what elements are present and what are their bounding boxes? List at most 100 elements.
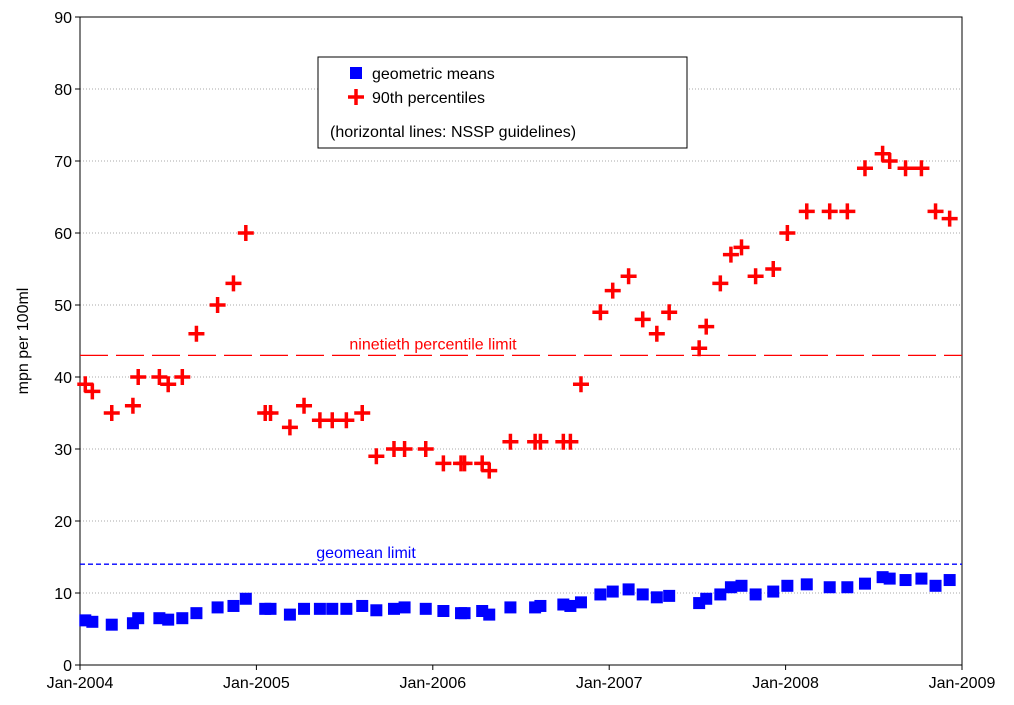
marker-shape: [502, 433, 519, 450]
marker: [634, 311, 651, 328]
marker: [606, 585, 619, 598]
marker: [700, 592, 713, 605]
x-tick-label: Jan-2004: [47, 675, 114, 692]
x-tick-label: Jan-2006: [399, 675, 466, 692]
marker: [841, 581, 854, 594]
marker: [313, 602, 326, 615]
marker: [927, 203, 944, 220]
marker-shape: [262, 405, 279, 421]
marker: [103, 405, 120, 421]
marker-shape: [237, 225, 254, 241]
marker: [622, 583, 635, 596]
x-tick-label: Jan-2005: [223, 675, 290, 692]
marker: [648, 325, 665, 342]
marker-shape: [779, 225, 796, 241]
marker: [338, 412, 355, 429]
marker-shape: [324, 412, 341, 429]
marker: [572, 376, 589, 393]
marker: [502, 433, 519, 450]
x-tick-label: Jan-2008: [752, 675, 819, 692]
marker-shape: [281, 419, 298, 436]
marker: [354, 405, 371, 421]
marker: [190, 607, 203, 620]
marker: [105, 618, 118, 631]
marker: [821, 203, 838, 220]
marker: [209, 297, 226, 313]
marker: [650, 591, 663, 604]
marker-shape: [103, 405, 120, 421]
marker: [897, 160, 914, 177]
marker-shape: [839, 203, 856, 220]
marker-shape: [151, 369, 168, 385]
marker: [124, 397, 141, 414]
marker: [823, 581, 836, 594]
marker: [767, 585, 780, 598]
marker: [943, 574, 956, 587]
marker-shape: [765, 261, 782, 277]
marker-shape: [130, 369, 147, 385]
y-tick-label: 30: [54, 442, 72, 459]
y-tick-label: 90: [54, 10, 72, 27]
marker-shape: [798, 203, 815, 220]
legend: geometric means 90th percentiles (horizont…: [317, 56, 688, 149]
reference-label: ninetieth percentile limit: [349, 336, 517, 353]
marker: [162, 613, 175, 626]
marker: [239, 592, 252, 605]
marker: [435, 455, 452, 472]
marker-shape: [620, 268, 637, 285]
marker-shape: [124, 397, 141, 414]
marker: [714, 588, 727, 601]
marker-shape: [209, 297, 226, 313]
marker: [396, 441, 413, 457]
marker: [151, 369, 168, 385]
marker-shape: [913, 160, 930, 177]
marker-shape: [174, 369, 191, 385]
marker: [839, 203, 856, 220]
marker: [779, 225, 796, 241]
marker: [368, 448, 385, 465]
legend-marker: [350, 67, 362, 79]
marker-shape: [698, 318, 715, 335]
y-axis-label: mpn per 100ml: [15, 288, 32, 395]
marker-shape: [661, 304, 678, 321]
y-tick-label: 50: [54, 298, 72, 315]
marker: [604, 282, 621, 299]
marker: [913, 160, 930, 177]
marker: [298, 602, 311, 615]
marker: [370, 604, 383, 617]
marker-shape: [634, 311, 651, 328]
marker: [564, 599, 577, 612]
marker: [481, 462, 498, 479]
marker: [747, 268, 764, 285]
marker: [160, 376, 177, 393]
marker-shape: [722, 246, 739, 263]
marker: [798, 203, 815, 220]
marker: [283, 608, 296, 621]
marker: [532, 433, 549, 450]
marker: [929, 579, 942, 592]
x-tick-label: Jan-2009: [929, 675, 996, 692]
marker-shape: [691, 340, 708, 357]
marker: [800, 578, 813, 591]
marker: [941, 210, 958, 227]
marker: [132, 612, 145, 625]
marker: [881, 153, 898, 169]
marker-shape: [712, 275, 729, 292]
marker-shape: [592, 304, 609, 321]
marker: [781, 579, 794, 592]
marker-shape: [338, 412, 355, 429]
x-tick-label: Jan-2007: [576, 675, 643, 692]
marker: [698, 318, 715, 335]
marker-shape: [881, 153, 898, 169]
marker: [84, 383, 101, 400]
reference-label: geomean limit: [316, 545, 416, 562]
y-tick-label: 20: [54, 514, 72, 531]
marker-shape: [941, 210, 958, 227]
marker-shape: [747, 268, 764, 285]
marker: [722, 246, 739, 263]
y-tick-label: 0: [63, 658, 72, 675]
marker-shape: [927, 203, 944, 220]
marker-shape: [821, 203, 838, 220]
marker: [663, 589, 676, 602]
